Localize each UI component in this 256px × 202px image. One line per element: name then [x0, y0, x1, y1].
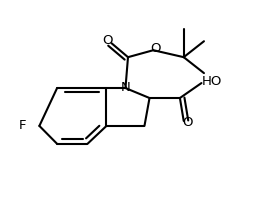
Text: O: O: [182, 116, 193, 129]
Text: O: O: [102, 34, 113, 47]
Text: N: N: [121, 81, 130, 94]
Text: F: F: [19, 119, 27, 132]
Text: HO: HO: [201, 75, 222, 88]
Text: O: O: [151, 42, 161, 55]
